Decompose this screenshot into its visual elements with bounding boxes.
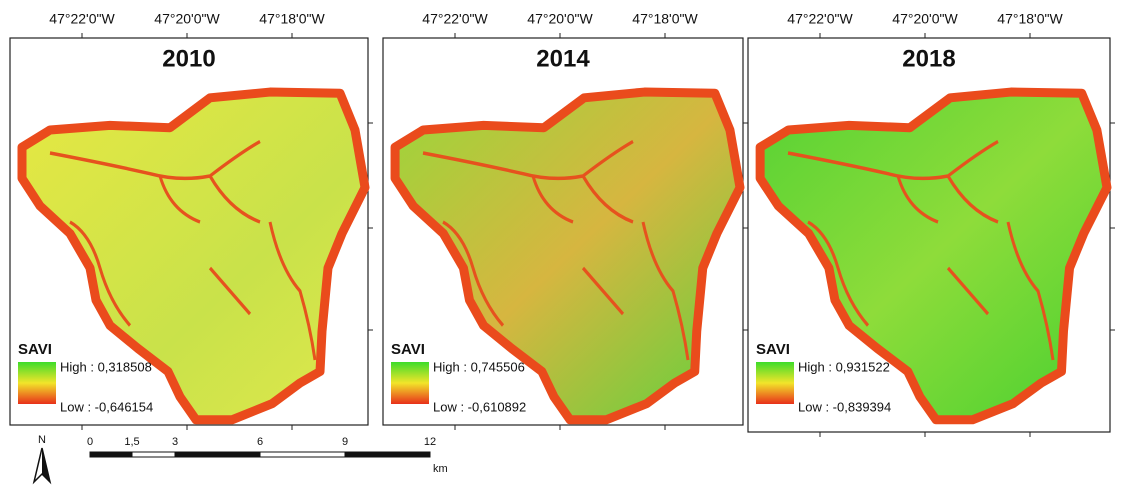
map-panel: 2018 47°22'0"W 47°20'0"W 47°18'0"W SAVI High … (748, 11, 1115, 437)
coord-label: 47°22'0"W (422, 11, 488, 27)
panels: 2010 47°22'0"W 47°20'0"W 47°18'0"W SAVI High … (10, 11, 1115, 437)
scale-segment (90, 452, 132, 457)
panel-title: 2018 (902, 45, 955, 72)
scale-label: 6 (257, 436, 263, 448)
map-panel: 2010 47°22'0"W 47°20'0"W 47°18'0"W SAVI High … (10, 11, 373, 430)
legend-ramp (391, 362, 429, 404)
map-panel: 2014 47°22'0"W 47°20'0"W 47°18'0"W SAVI High … (383, 11, 748, 430)
legend-high: High : 0,745506 (433, 359, 525, 374)
coord-label: 47°20'0"W (892, 11, 958, 27)
legend-low: Low : -0,646154 (60, 399, 153, 414)
legend-ramp (756, 362, 794, 404)
coord-label: 47°18'0"W (632, 11, 698, 27)
north-label: N (38, 434, 46, 446)
scale-label: 1,5 (124, 436, 139, 448)
legend-title: SAVI (18, 341, 52, 358)
coord-label: 47°18'0"W (259, 11, 325, 27)
scale-segment (132, 452, 175, 457)
scale-label: 3 (172, 436, 178, 448)
legend-ramp (18, 362, 56, 404)
coord-label: 47°18'0"W (997, 11, 1063, 27)
scale-label: 12 (424, 436, 436, 448)
scale-segment (260, 452, 345, 457)
legend-high: High : 0,931522 (798, 359, 890, 374)
scale-label: 9 (342, 436, 348, 448)
scale-segment (175, 452, 260, 457)
panel-title: 2010 (162, 45, 215, 72)
coord-label: 47°22'0"W (49, 11, 115, 27)
scale-unit: km (433, 463, 448, 475)
scale-label: 0 (87, 436, 93, 448)
coord-label: 47°20'0"W (527, 11, 593, 27)
coord-label: 47°20'0"W (154, 11, 220, 27)
scale-segment (345, 452, 430, 457)
legend-high: High : 0,318508 (60, 359, 152, 374)
panel-title: 2014 (536, 45, 590, 72)
map-figure: 2010 47°22'0"W 47°20'0"W 47°18'0"W SAVI High … (0, 0, 1126, 488)
legend-title: SAVI (756, 341, 790, 358)
coord-label: 47°22'0"W (787, 11, 853, 27)
legend-title: SAVI (391, 341, 425, 358)
legend-low: Low : -0,610892 (433, 399, 526, 414)
scale-bar: 0 1,5 3 6 9 12 km N (34, 434, 448, 482)
legend-low: Low : -0,839394 (798, 399, 891, 414)
